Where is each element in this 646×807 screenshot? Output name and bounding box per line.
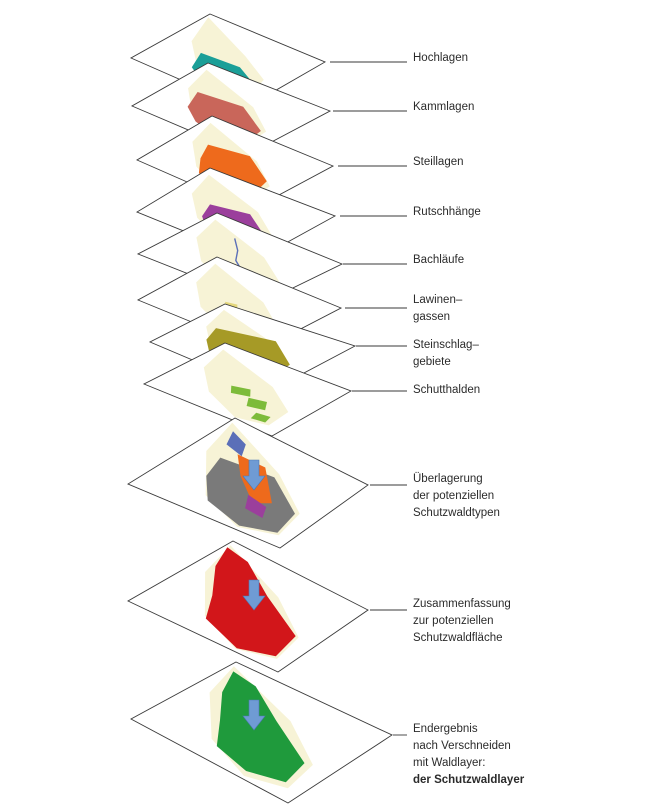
label-lawinengassen: Lawinen– gassen	[413, 292, 462, 326]
map-patch	[250, 412, 271, 423]
label-line: zur potenziellen	[413, 615, 494, 627]
label-line: Schutthalden	[413, 384, 481, 396]
layer-plane-schutthalden	[142, 342, 353, 437]
label-line: Lawinen–	[413, 294, 463, 306]
label-line: Schutzwaldtypen	[413, 507, 500, 519]
label-hochlagen: Hochlagen	[413, 50, 468, 67]
map-patch	[216, 671, 305, 783]
map-patch	[226, 431, 246, 457]
label-line: gassen	[413, 311, 451, 323]
label-line: der Schutzwaldlayer	[413, 774, 525, 786]
map-patch	[245, 494, 267, 518]
label-line: gebiete	[413, 356, 451, 368]
down-arrow-icon	[242, 579, 266, 611]
map-patch	[230, 385, 251, 397]
label-steinschlaggebiete: Steinschlag– gebiete	[413, 337, 479, 371]
label-line: Schutzwaldfläche	[413, 632, 503, 644]
label-zusammenfassung: Zusammenfassung zur potenziellen Schutzwal…	[413, 596, 511, 647]
label-endergebnis: Endergebnis nach Verschneiden mit Waldlaye…	[413, 721, 524, 789]
label-line: Bachläufe	[413, 254, 465, 266]
label-line: der potenziellen	[413, 490, 495, 502]
label-line: Kammlagen	[413, 101, 475, 113]
label-line: Steillagen	[413, 156, 464, 168]
label-line: nach Verschneiden	[413, 740, 511, 752]
layer-plane-ueberlagerung	[127, 417, 369, 549]
label-line: Rutschhänge	[413, 206, 481, 218]
label-kammlagen: Kammlagen	[413, 99, 474, 116]
label-line: Hochlagen	[413, 52, 468, 64]
label-line: Überlagerung	[413, 473, 483, 485]
label-line: Steinschlag–	[413, 339, 479, 351]
map-patch	[246, 397, 267, 411]
down-arrow-icon	[242, 699, 266, 731]
label-steillagen: Steillagen	[413, 154, 464, 171]
label-ueberlagerung: Überlagerung der potenziellen Schutzwaldty…	[413, 471, 500, 522]
map-patch	[203, 349, 289, 426]
label-rutschhaenge: Rutschhänge	[413, 204, 481, 221]
label-line: Zusammenfassung	[413, 598, 511, 610]
label-line: Endergebnis	[413, 723, 478, 735]
layer-plane-zusammenfassung	[127, 540, 369, 673]
label-bachlaeufe: Bachläufe	[413, 252, 464, 269]
label-schutthalden: Schutthalden	[413, 382, 480, 399]
down-arrow-icon	[242, 459, 266, 491]
label-line: mit Waldlayer:	[413, 757, 486, 769]
layer-plane-endergebnis	[130, 661, 393, 804]
